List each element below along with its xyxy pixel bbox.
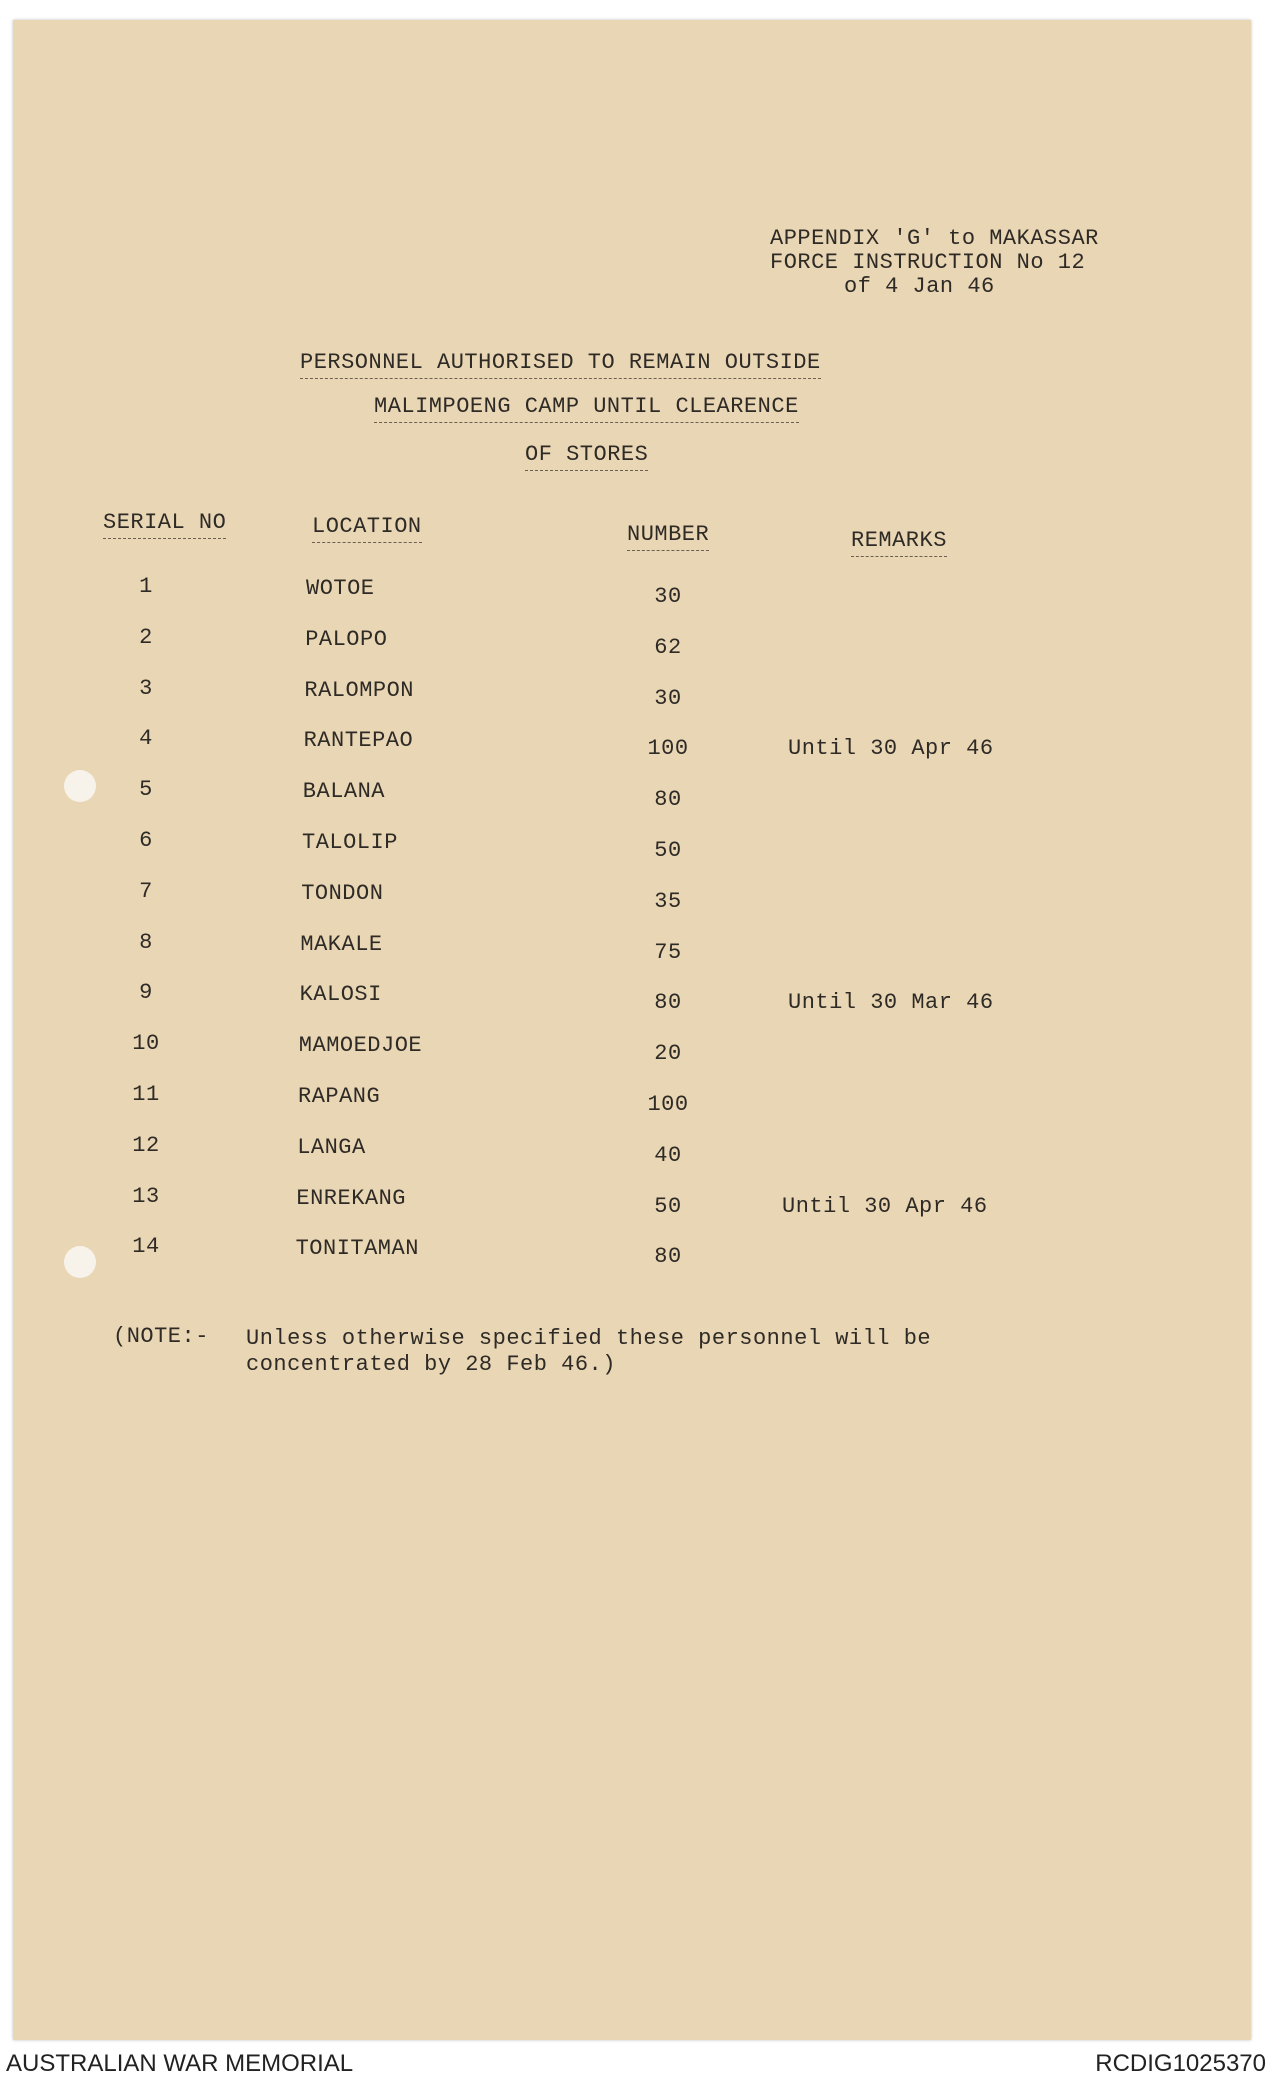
serial-number: 8 xyxy=(139,929,153,955)
title-line-3: OF STORES xyxy=(525,442,649,471)
serial-number: 12 xyxy=(132,1132,160,1158)
document-page xyxy=(13,20,1251,2040)
serial-number: 10 xyxy=(132,1031,160,1057)
location-name: PALOPO xyxy=(305,626,388,652)
location-name: RANTEPAO xyxy=(303,728,414,754)
location-name: ENREKANG xyxy=(296,1185,407,1211)
title-line-2: MALIMPOENG CAMP UNTIL CLEARENCE xyxy=(374,394,799,423)
location-name: MAMOEDJOE xyxy=(298,1033,423,1059)
column-header-number: NUMBER xyxy=(627,522,710,551)
personnel-number: 30 xyxy=(654,584,682,609)
column-header-serial: SERIAL NO xyxy=(103,510,227,539)
location-name: WOTOE xyxy=(306,576,375,601)
serial-number: 1 xyxy=(139,574,153,599)
serial-number: 13 xyxy=(132,1183,160,1209)
note-label: (NOTE:- xyxy=(113,1324,209,1349)
personnel-number: 35 xyxy=(654,888,682,914)
location-name: MAKALE xyxy=(300,931,383,957)
location-name: LANGA xyxy=(297,1134,366,1160)
location-name: RALOMPON xyxy=(304,677,415,703)
appendix-line-2: FORCE INSTRUCTION No 12 xyxy=(770,250,1086,275)
personnel-number: 80 xyxy=(654,1244,682,1270)
remarks-text: Until 30 Apr 46 xyxy=(782,1193,988,1219)
personnel-number: 100 xyxy=(647,1092,689,1117)
personnel-number: 50 xyxy=(654,838,682,863)
footer-id: RCDIG1025370 xyxy=(1095,2050,1266,2077)
column-header-remarks: REMARKS xyxy=(851,528,947,557)
footer-source: AUSTRALIAN WAR MEMORIAL xyxy=(6,2050,354,2077)
remarks-text: Until 30 Apr 46 xyxy=(788,736,994,762)
appendix-line-3: of 4 Jan 46 xyxy=(844,274,995,299)
personnel-number: 62 xyxy=(654,634,682,660)
personnel-number: 100 xyxy=(647,736,689,762)
personnel-number: 75 xyxy=(654,939,682,965)
column-header-location: LOCATION xyxy=(312,514,422,543)
serial-number: 3 xyxy=(139,675,153,701)
note-line-2: concentrated by 28 Feb 46.) xyxy=(246,1352,616,1377)
location-name: TONITAMAN xyxy=(295,1236,419,1262)
personnel-number: 80 xyxy=(654,990,682,1016)
serial-number: 5 xyxy=(139,777,153,803)
location-name: TALOLIP xyxy=(302,830,398,855)
personnel-number: 80 xyxy=(654,787,682,813)
serial-number: 6 xyxy=(139,828,153,853)
serial-number: 9 xyxy=(139,980,153,1006)
location-name: KALOSI xyxy=(299,982,382,1008)
location-name: BALANA xyxy=(302,779,386,805)
serial-number: 14 xyxy=(132,1234,160,1260)
remarks-text: Until 30 Mar 46 xyxy=(788,990,994,1016)
appendix-line-1: APPENDIX 'G' to MAKASSAR xyxy=(770,226,1099,251)
personnel-number: 30 xyxy=(654,685,682,711)
location-name: RAPANG xyxy=(298,1084,381,1109)
serial-number: 7 xyxy=(139,878,153,904)
personnel-number: 20 xyxy=(654,1041,682,1067)
punch-hole xyxy=(64,770,96,802)
serial-number: 11 xyxy=(132,1082,160,1107)
serial-number: 4 xyxy=(139,726,153,752)
note-line-1: Unless otherwise specified these personn… xyxy=(246,1326,932,1351)
personnel-number: 50 xyxy=(654,1193,682,1219)
punch-hole xyxy=(64,1246,96,1278)
location-name: TONDON xyxy=(301,880,384,906)
title-line-1: PERSONNEL AUTHORISED TO REMAIN OUTSIDE xyxy=(300,350,821,379)
serial-number: 2 xyxy=(139,624,153,650)
personnel-number: 40 xyxy=(654,1142,682,1168)
